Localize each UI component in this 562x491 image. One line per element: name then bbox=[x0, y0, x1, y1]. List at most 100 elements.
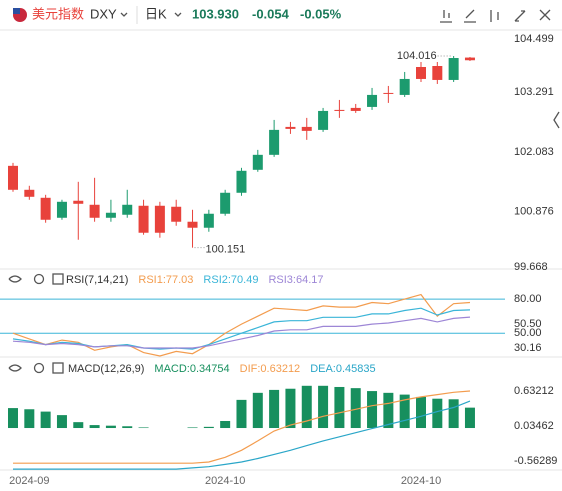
macd-bar bbox=[122, 426, 133, 429]
symbol[interactable]: DXY bbox=[90, 6, 117, 21]
y-tick-label: 103.291 bbox=[514, 86, 554, 98]
y-tick-label: 80.00 bbox=[514, 293, 542, 305]
macd-bar bbox=[350, 388, 361, 429]
macd-bar bbox=[56, 415, 67, 429]
legend-entry: RSI2:70.49 bbox=[203, 274, 258, 286]
x-tick-label: 2024-09 bbox=[9, 475, 49, 487]
change-pct: -0.05% bbox=[300, 6, 342, 21]
macd-bar bbox=[252, 392, 263, 429]
candle-body bbox=[301, 126, 312, 131]
y-tick-label: 0.63212 bbox=[514, 385, 554, 397]
candle-body bbox=[399, 78, 410, 95]
candle-body bbox=[236, 170, 247, 193]
candle-body bbox=[448, 58, 459, 80]
y-tick-label: 30.16 bbox=[514, 342, 542, 354]
macd-bar bbox=[367, 391, 378, 429]
rsi-line bbox=[12, 307, 471, 350]
candle-body bbox=[252, 154, 263, 170]
candle-body bbox=[89, 204, 100, 218]
candle-body bbox=[269, 129, 280, 155]
candle-body bbox=[24, 189, 35, 197]
y-tick-label: 102.083 bbox=[514, 146, 554, 158]
rsi-line bbox=[12, 316, 471, 349]
candle-body bbox=[73, 200, 84, 204]
settings-icon[interactable] bbox=[33, 273, 45, 285]
eye-icon[interactable] bbox=[8, 364, 22, 372]
dropdown-icon[interactable] bbox=[120, 12, 128, 17]
macd-bar bbox=[187, 427, 198, 429]
macd-bar bbox=[220, 420, 231, 429]
side-tab[interactable] bbox=[553, 111, 560, 129]
macd-line bbox=[13, 390, 471, 464]
macd-bar bbox=[285, 388, 296, 429]
toolbar-icons bbox=[440, 9, 551, 23]
candle-body bbox=[383, 92, 394, 94]
macd-bar bbox=[416, 396, 426, 429]
candle-body bbox=[187, 221, 198, 228]
y-tick-label: 99.668 bbox=[514, 261, 548, 273]
macd-bar bbox=[8, 408, 18, 429]
macd-bar bbox=[138, 427, 149, 429]
price: 103.930 bbox=[192, 6, 239, 21]
expand-box[interactable] bbox=[52, 273, 64, 285]
candle-body bbox=[154, 205, 165, 233]
candle-body bbox=[285, 126, 296, 129]
y-tick-label: -0.56289 bbox=[514, 455, 557, 467]
macd-header-icons bbox=[8, 362, 64, 374]
low-annotation: 100.151 bbox=[206, 244, 246, 256]
candle-body bbox=[56, 201, 67, 218]
candle-body bbox=[105, 212, 116, 218]
y-tick-label: 100.876 bbox=[514, 206, 554, 218]
candle-icon[interactable] bbox=[490, 10, 499, 22]
macd-line bbox=[13, 400, 471, 470]
eye-icon[interactable] bbox=[8, 275, 22, 283]
macd-bar bbox=[73, 422, 84, 429]
macd-bar bbox=[203, 426, 214, 429]
rsi-header-icons bbox=[8, 273, 64, 285]
legend-entry: DEA:0.45835 bbox=[310, 363, 375, 375]
expand-box[interactable] bbox=[52, 362, 64, 374]
indicator-title: MACD(12,26,9) bbox=[68, 363, 144, 375]
legend-entry: DIF:0.63212 bbox=[240, 363, 301, 375]
macd-bar bbox=[399, 394, 410, 429]
high-annotation: 104.016 bbox=[397, 50, 437, 62]
dropdown-icon[interactable] bbox=[174, 12, 182, 17]
macd-bar bbox=[40, 411, 51, 429]
rsi-line bbox=[12, 293, 471, 357]
y-tick-label: 50.00 bbox=[514, 327, 542, 339]
period[interactable]: 日K bbox=[145, 6, 167, 21]
change: -0.054 bbox=[252, 6, 290, 21]
x-tick-label: 2024-10 bbox=[401, 475, 441, 487]
candle-body bbox=[122, 204, 133, 215]
instrument-name[interactable]: 美元指数 bbox=[32, 6, 84, 21]
macd-bar bbox=[334, 386, 345, 429]
macd-bar bbox=[464, 407, 475, 429]
expand-icon[interactable] bbox=[514, 10, 526, 22]
candle-body bbox=[350, 107, 361, 111]
macd-bar bbox=[318, 385, 329, 429]
indicator-icon[interactable] bbox=[440, 10, 452, 23]
macd-bar bbox=[448, 399, 459, 429]
draw-icon[interactable] bbox=[464, 9, 476, 23]
candle-body bbox=[416, 66, 426, 79]
settings-icon[interactable] bbox=[33, 362, 45, 374]
close-icon[interactable] bbox=[539, 9, 551, 21]
legend-entry: RSI3:64.17 bbox=[268, 274, 323, 286]
candle-body bbox=[318, 110, 329, 130]
y-tick-label: 50.50 bbox=[514, 318, 542, 330]
macd-bar bbox=[301, 385, 312, 429]
macd-bar bbox=[236, 399, 247, 429]
macd-bar bbox=[269, 389, 280, 429]
legend-entry: MACD:0.34754 bbox=[154, 363, 229, 375]
candle-body bbox=[367, 94, 378, 107]
candle-body bbox=[220, 192, 231, 214]
candle-body bbox=[40, 197, 51, 220]
candle-body bbox=[8, 165, 18, 190]
indicator-title: RSI(7,14,21) bbox=[66, 274, 128, 286]
candle-body bbox=[171, 206, 182, 222]
flag-icon bbox=[13, 8, 20, 14]
candle-body bbox=[138, 205, 149, 233]
candle-body bbox=[203, 213, 214, 228]
